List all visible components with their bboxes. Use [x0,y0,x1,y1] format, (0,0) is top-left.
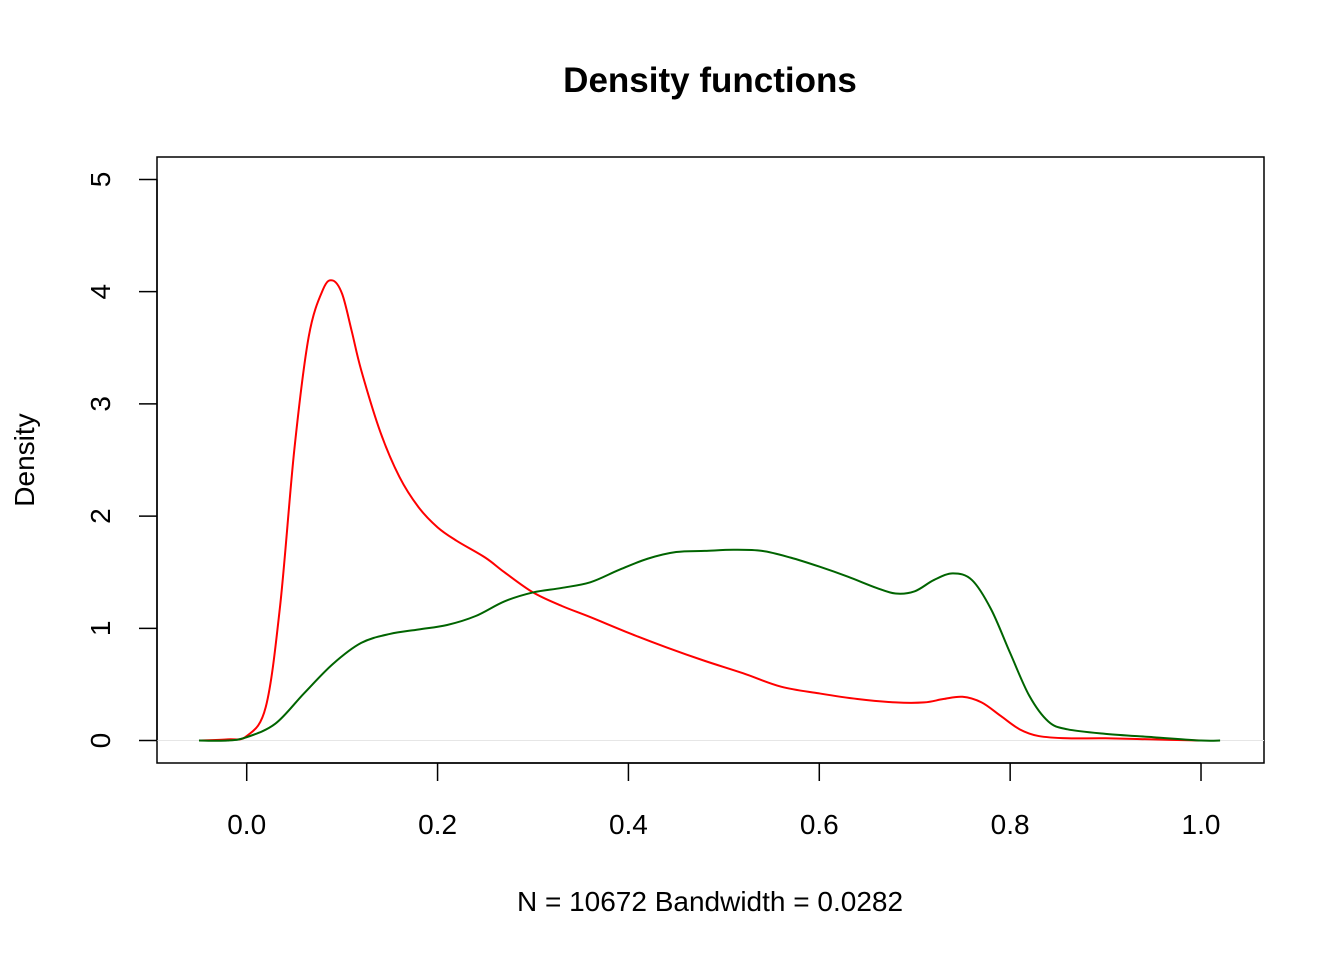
series-lines [198,279,1221,742]
y-tick-label: 1 [85,621,116,637]
y-tick-label: 0 [85,733,116,749]
x-tick-label: 0.0 [227,809,266,840]
y-tick-label: 5 [85,172,116,188]
x-tick-label: 0.2 [418,809,457,840]
chart-title: Density functions [563,61,857,100]
y-tick-label: 3 [85,396,116,412]
x-tick-label: 1.0 [1182,809,1221,840]
density-line-1 [198,279,1202,742]
x-tick-label: 0.6 [800,809,839,840]
y-tick-label: 2 [85,508,116,524]
x-tick-label: 0.8 [991,809,1030,840]
x-tick-label: 0.4 [609,809,648,840]
density-line-2 [198,548,1221,742]
axes: 0.0 0.2 0.4 0.6 0.8 1.0 0 1 2 3 4 5 [85,172,1264,840]
y-tick-label: 4 [85,284,116,300]
y-axis-label: Density [9,413,40,506]
x-axis-label: N = 10672 Bandwidth = 0.0282 [517,886,903,917]
